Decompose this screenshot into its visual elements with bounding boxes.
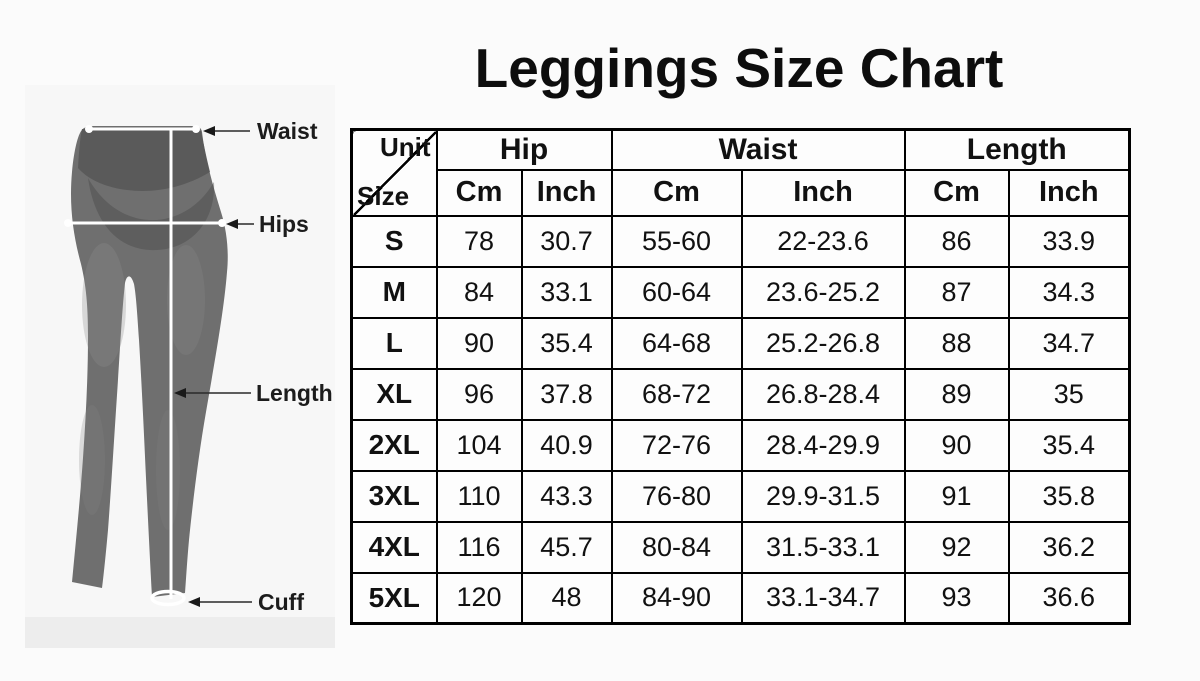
waist-label: Waist bbox=[257, 118, 318, 144]
length-inch-cell: 35.4 bbox=[1007, 418, 1131, 472]
table-row: 2XL 104 40.9 72-76 28.4-29.9 90 35.4 bbox=[350, 418, 1131, 472]
hip-cm-header: Cm bbox=[435, 168, 523, 217]
size-cell: L bbox=[350, 316, 438, 370]
length-cm-cell: 91 bbox=[903, 469, 1010, 523]
table-row: 3XL 110 43.3 76-80 29.9-31.5 91 35.8 bbox=[350, 469, 1131, 523]
length-cm-header: Cm bbox=[903, 168, 1010, 217]
waist-arrowhead-icon bbox=[203, 126, 215, 136]
length-group-header: Length bbox=[903, 128, 1131, 171]
waist-inch-cell: 31.5-33.1 bbox=[740, 520, 906, 574]
leggings-figure bbox=[71, 126, 228, 597]
waist-inch-cell: 25.2-26.8 bbox=[740, 316, 906, 370]
length-inch-cell: 34.3 bbox=[1007, 265, 1131, 319]
waist-inch-cell: 22-23.6 bbox=[740, 214, 906, 268]
hip-cm-cell: 78 bbox=[435, 214, 523, 268]
length-inch-cell: 34.7 bbox=[1007, 316, 1131, 370]
hip-inch-cell: 33.1 bbox=[520, 265, 613, 319]
photo-floor-strip bbox=[25, 617, 335, 648]
waist-cm-cell: 72-76 bbox=[610, 418, 743, 472]
hip-inch-cell: 35.4 bbox=[520, 316, 613, 370]
hip-inch-cell: 48 bbox=[520, 571, 613, 625]
hip-cm-cell: 84 bbox=[435, 265, 523, 319]
table-row: XL 96 37.8 68-72 26.8-28.4 89 35 bbox=[350, 367, 1131, 421]
waist-group-header: Waist bbox=[610, 128, 906, 171]
table-row: L 90 35.4 64-68 25.2-26.8 88 34.7 bbox=[350, 316, 1131, 370]
unit-header-row: Cm Inch Cm Inch Cm Inch bbox=[352, 168, 1131, 217]
length-inch-cell: 35 bbox=[1007, 367, 1131, 421]
hip-inch-cell: 45.7 bbox=[520, 520, 613, 574]
table-row: S 78 30.7 55-60 22-23.6 86 33.9 bbox=[350, 214, 1131, 268]
length-cm-cell: 90 bbox=[903, 418, 1010, 472]
hip-cm-cell: 110 bbox=[435, 469, 523, 523]
waist-inch-cell: 29.9-31.5 bbox=[740, 469, 906, 523]
length-cm-cell: 93 bbox=[903, 571, 1010, 625]
length-inch-cell: 33.9 bbox=[1007, 214, 1131, 268]
hip-group-header: Hip bbox=[435, 128, 613, 171]
waist-inch-cell: 28.4-29.9 bbox=[740, 418, 906, 472]
length-inch-header: Inch bbox=[1007, 168, 1131, 217]
length-cm-cell: 87 bbox=[903, 265, 1010, 319]
waist-inch-cell: 33.1-34.7 bbox=[740, 571, 906, 625]
hip-cm-cell: 90 bbox=[435, 316, 523, 370]
size-cell: S bbox=[350, 214, 438, 268]
waist-inch-cell: 26.8-28.4 bbox=[740, 367, 906, 421]
length-inch-cell: 36.6 bbox=[1007, 571, 1131, 625]
waist-cm-cell: 64-68 bbox=[610, 316, 743, 370]
table-row: 4XL 116 45.7 80-84 31.5-33.1 92 36.2 bbox=[350, 520, 1131, 574]
hip-inch-cell: 43.3 bbox=[520, 469, 613, 523]
hip-inch-header: Inch bbox=[520, 168, 613, 217]
hip-cm-cell: 116 bbox=[435, 520, 523, 574]
hips-arrowhead-icon bbox=[226, 219, 238, 229]
size-chart-table: Unit Size Hip Waist Length Cm Inch Cm In… bbox=[350, 128, 1132, 625]
hip-inch-cell: 40.9 bbox=[520, 418, 613, 472]
waist-cm-cell: 68-72 bbox=[610, 367, 743, 421]
hip-cm-cell: 120 bbox=[435, 571, 523, 625]
table-row: M 84 33.1 60-64 23.6-25.2 87 34.3 bbox=[350, 265, 1131, 319]
table-row: 5XL 120 48 84-90 33.1-34.7 93 36.6 bbox=[350, 571, 1131, 625]
length-cm-cell: 88 bbox=[903, 316, 1010, 370]
waist-cm-header: Cm bbox=[610, 168, 743, 217]
hip-inch-cell: 37.8 bbox=[520, 367, 613, 421]
length-label: Length bbox=[256, 380, 333, 406]
waist-inch-header: Inch bbox=[740, 168, 906, 217]
corner-unit-size-cell: Unit Size bbox=[350, 128, 438, 217]
length-cm-cell: 86 bbox=[903, 214, 1010, 268]
length-inch-cell: 36.2 bbox=[1007, 520, 1131, 574]
corner-unit-label: Unit bbox=[379, 132, 431, 162]
page-title: Leggings Size Chart bbox=[474, 37, 1004, 99]
hip-inch-cell: 30.7 bbox=[520, 214, 613, 268]
size-cell: 3XL bbox=[350, 469, 438, 523]
size-cell: M bbox=[350, 265, 438, 319]
waist-cm-cell: 60-64 bbox=[610, 265, 743, 319]
cuff-arrowhead-icon bbox=[188, 597, 200, 607]
length-cm-cell: 89 bbox=[903, 367, 1010, 421]
length-cm-cell: 92 bbox=[903, 520, 1010, 574]
waist-inch-cell: 23.6-25.2 bbox=[740, 265, 906, 319]
size-cell: XL bbox=[350, 367, 438, 421]
cuff-measure-ellipse bbox=[150, 589, 186, 607]
cuff-label: Cuff bbox=[258, 589, 304, 615]
corner-size-label: Size bbox=[357, 180, 410, 211]
leggings-diagram: Waist Hips Length Cuff bbox=[25, 85, 335, 648]
waist-cm-cell: 76-80 bbox=[610, 469, 743, 523]
hip-cm-cell: 96 bbox=[435, 367, 523, 421]
length-inch-cell: 35.8 bbox=[1007, 469, 1131, 523]
waist-cm-cell: 80-84 bbox=[610, 520, 743, 574]
size-cell: 2XL bbox=[350, 418, 438, 472]
size-cell: 4XL bbox=[350, 520, 438, 574]
size-cell: 5XL bbox=[350, 571, 438, 625]
diagram-callouts: Waist Hips Length Cuff bbox=[174, 118, 333, 615]
measurement-lines bbox=[64, 125, 226, 607]
waist-cm-cell: 55-60 bbox=[610, 214, 743, 268]
length-arrowhead-icon bbox=[174, 388, 186, 398]
hips-label: Hips bbox=[259, 211, 309, 237]
waist-cm-cell: 84-90 bbox=[610, 571, 743, 625]
group-header-row: Unit Size Hip Waist Length bbox=[350, 128, 1131, 217]
hip-cm-cell: 104 bbox=[435, 418, 523, 472]
